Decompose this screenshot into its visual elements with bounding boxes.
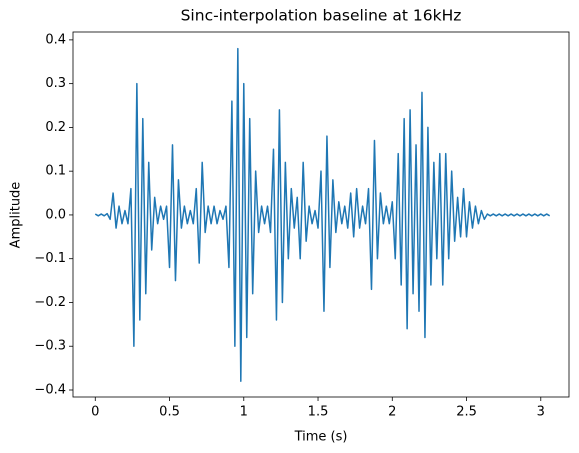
x-tick-label: 1 [240, 405, 248, 420]
x-tick-label: 2 [388, 405, 396, 420]
x-tick-label: 0 [91, 405, 99, 420]
y-tick-label: 0.4 [45, 32, 66, 47]
waveform-line [94, 47, 551, 382]
y-tick-label: 0.3 [45, 76, 66, 91]
x-tick-label: 2.5 [456, 405, 477, 420]
y-tick-label: −0.1 [34, 251, 66, 266]
x-tick-label: 1.5 [308, 405, 329, 420]
y-tick-label: −0.2 [34, 295, 66, 310]
x-tick-label: 0.5 [159, 405, 180, 420]
x-tick-label: 3 [537, 405, 545, 420]
plot-frame [72, 31, 570, 398]
y-tick-label: 0.0 [45, 207, 66, 222]
y-tick-label: −0.4 [34, 382, 66, 397]
y-axis-label: Amplitude [9, 182, 24, 249]
chart-title: Sinc-interpolation baseline at 16kHz [181, 7, 462, 25]
y-tick-label: −0.3 [34, 339, 66, 354]
y-tick-label: 0.2 [45, 120, 66, 135]
y-tick-label: 0.1 [45, 164, 66, 179]
x-axis-label: Time (s) [294, 430, 348, 445]
